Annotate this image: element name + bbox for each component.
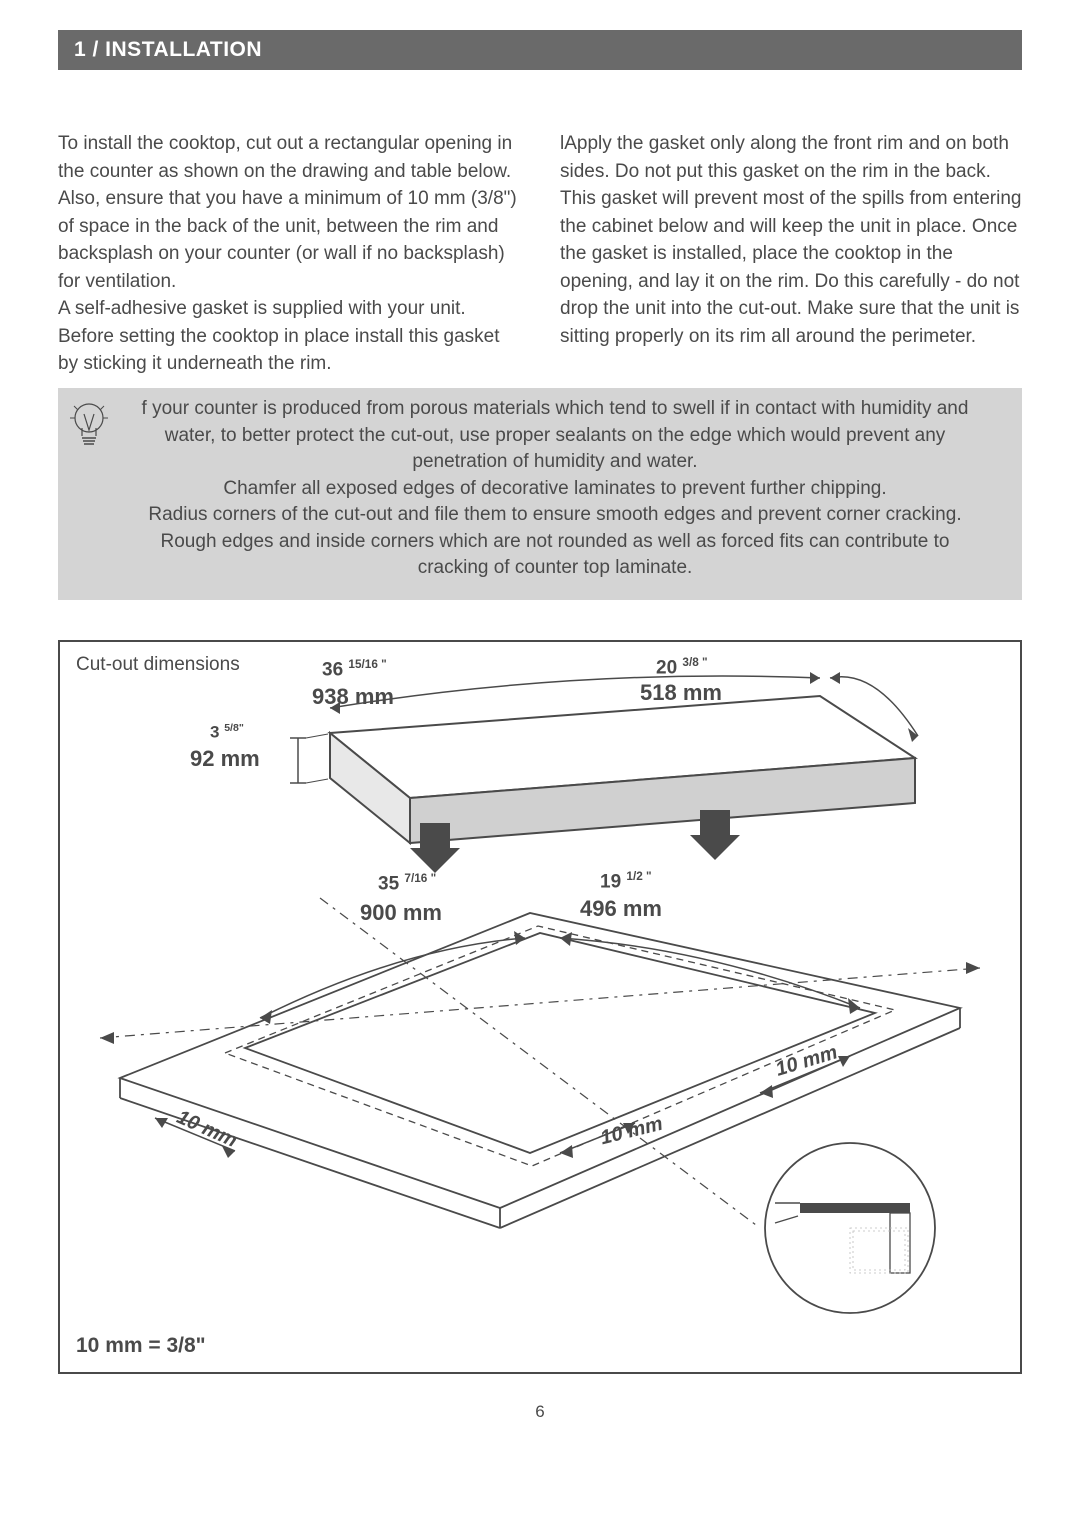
dim-outer-width-in: 36 15/16 " xyxy=(322,658,387,681)
dim-outer-depth-in: 20 3/8 " xyxy=(656,656,708,679)
dim-outer-width-mm: 938 mm xyxy=(312,684,394,710)
dim-height-in: 3 5/8" xyxy=(210,722,244,743)
body-columns: To install the cooktop, cut out a rectan… xyxy=(58,130,1022,378)
column-left: To install the cooktop, cut out a rectan… xyxy=(58,130,520,378)
lightbulb-icon xyxy=(68,400,118,454)
tip-box: f your counter is produced from porous m… xyxy=(58,388,1022,600)
dim-outer-depth-mm: 518 mm xyxy=(640,680,722,706)
tip-text: f your counter is produced from porous m… xyxy=(118,396,992,582)
section-header: 1 / INSTALLATION xyxy=(58,30,1022,70)
dim-height-mm: 92 mm xyxy=(190,746,260,772)
column-right: lApply the gasket only along the front r… xyxy=(560,130,1022,378)
dim-cutout-depth-mm: 496 mm xyxy=(580,896,662,922)
diagram-note: 10 mm = 3/8" xyxy=(76,1334,206,1358)
dim-cutout-depth-in: 19 1/2 " xyxy=(600,870,652,893)
dim-cutout-width-mm: 900 mm xyxy=(360,900,442,926)
dim-cutout-width-in: 35 7/16 " xyxy=(378,872,436,895)
cutout-diagram: Cut-out dimensions xyxy=(58,640,1022,1374)
page-number: 6 xyxy=(58,1402,1022,1422)
